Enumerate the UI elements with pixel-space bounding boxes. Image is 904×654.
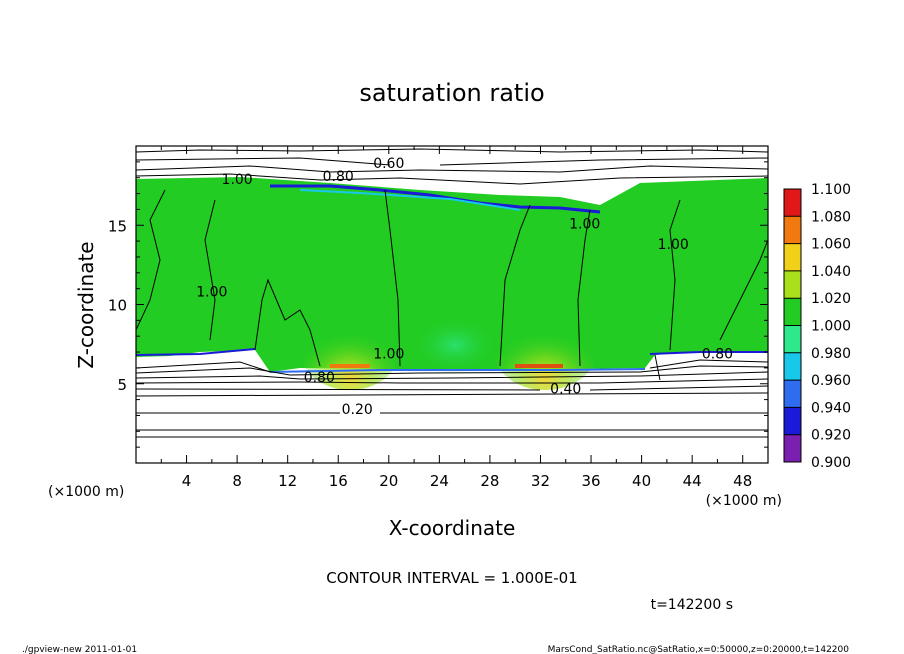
chart-title: saturation ratio <box>359 79 544 107</box>
contour-label: 1.00 <box>658 237 689 253</box>
colorbar-label: 1.000 <box>811 319 851 335</box>
plot-area: 0.60 0.80 1.00 1.00 1.00 1.00 1.00 0.80 0.40 0.20… <box>136 146 768 463</box>
colorbar: 0.900 0.920 0.940 0.960 0.980 1.000 1.020 1.040… <box>783 182 851 471</box>
colorbar-label: 1.060 <box>811 237 851 253</box>
warm-patch-2 <box>493 310 597 390</box>
contour-label: 0.80 <box>323 169 354 185</box>
y-axis: 5 10 15 <box>108 161 768 448</box>
x-tick-label: 12 <box>278 472 297 490</box>
contour-lines <box>136 148 768 438</box>
contour-interval: CONTOUR INTERVAL = 1.000E-01 <box>326 569 577 587</box>
x-tick-label: 36 <box>581 472 600 490</box>
x-axis: 4 8 12 16 20 24 28 32 36 40 44 48 <box>160 146 752 490</box>
contour-label: 1.00 <box>373 346 404 362</box>
footer-left: ./gpview-new 2011-01-01 <box>22 645 137 654</box>
contour-labels: 0.60 0.80 1.00 1.00 1.00 1.00 1.00 0.80 0.40 0.20… <box>196 156 733 418</box>
x-tick-label: 32 <box>531 472 550 490</box>
y-axis-label: Z-coordinate <box>74 241 98 368</box>
colorbar-swatch <box>784 270 801 299</box>
colorbar-swatch <box>784 407 801 435</box>
colorbar-label: 0.920 <box>811 428 851 444</box>
contour-label: 1.00 <box>569 216 600 232</box>
colorbar-swatch <box>784 216 801 244</box>
y-tick-label: 15 <box>108 217 127 235</box>
colorbar-swatch <box>784 243 801 271</box>
x-tick-label: 24 <box>430 472 449 490</box>
colorbar-swatch <box>784 298 801 326</box>
colorbar-swatch <box>784 189 801 217</box>
x-tick-label: 4 <box>182 472 192 490</box>
cool-patch-1 <box>410 315 500 375</box>
colorbar-swatch <box>784 352 801 381</box>
contour-label: 1.00 <box>196 285 227 301</box>
x-unit-right: (×1000 m) <box>706 493 782 509</box>
colorbar-label: 1.020 <box>811 291 851 307</box>
contour-label: 0.60 <box>373 156 404 172</box>
y-tick-label: 10 <box>108 297 127 315</box>
footer-right: MarsCond_SatRatio.nc@SatRatio,x=0:50000,… <box>548 645 850 654</box>
contour-label: 0.80 <box>702 346 733 362</box>
colorbar-label: 0.980 <box>811 346 851 362</box>
colorbar-label: 1.100 <box>811 182 851 198</box>
time-label: t=142200 s <box>651 597 733 613</box>
contour-label: 0.40 <box>550 381 581 397</box>
x-tick-label: 40 <box>632 472 651 490</box>
x-unit-left: (×1000 m) <box>48 484 124 500</box>
colorbar-swatch <box>784 380 801 408</box>
x-tick-label: 8 <box>232 472 242 490</box>
colorbar-label: 0.960 <box>811 373 851 389</box>
colorbar-label: 0.940 <box>811 400 851 416</box>
saturated-region <box>136 177 768 372</box>
x-tick-label: 20 <box>379 472 398 490</box>
colorbar-label: 0.900 <box>811 455 851 471</box>
x-tick-label: 44 <box>683 472 702 490</box>
colorbar-swatch <box>784 434 801 462</box>
contour-label: 0.20 <box>342 402 373 418</box>
x-tick-label: 48 <box>733 472 752 490</box>
hot-strip-1 <box>330 364 370 368</box>
colorbar-swatch <box>784 325 801 353</box>
contour-label: 0.80 <box>304 370 335 386</box>
x-axis-label: X-coordinate <box>389 516 516 540</box>
contour-label: 1.00 <box>222 172 253 188</box>
x-tick-label: 28 <box>480 472 499 490</box>
y-tick-label: 5 <box>117 376 127 394</box>
hot-strip-2 <box>515 364 563 368</box>
colorbar-label: 1.040 <box>811 264 851 280</box>
colorbar-label: 1.080 <box>811 209 851 225</box>
x-tick-label: 16 <box>329 472 348 490</box>
